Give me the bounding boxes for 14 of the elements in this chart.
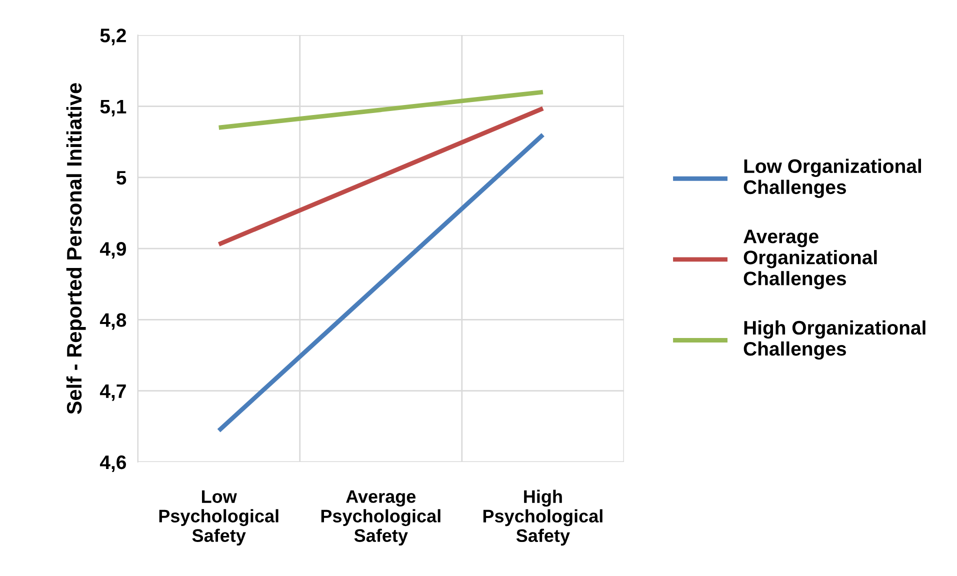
y-tick-label: 5 [116,171,126,185]
legend-label: Average Organizational Challenges [744,230,877,290]
y-tick-label: 5,1 [100,100,126,116]
y-tick-label: 5,2 [100,28,126,46]
y-tick-label: 4,9 [100,242,126,259]
x-tick-label: Low Psychological Safety [159,490,278,546]
y-tick-label: 4,6 [100,455,126,472]
legend-label: Low Organizational Challenges [744,158,921,198]
x-tick-label: Average Psychological Safety [321,490,440,546]
y-axis-title: Self - Reported Personal Initiative [66,83,86,414]
x-tick-label: High Psychological Safety [483,490,602,546]
legend-label: High Organizational Challenges [744,320,926,360]
y-tick-label: 4,7 [100,384,126,401]
y-tick-label: 4,8 [100,313,126,330]
